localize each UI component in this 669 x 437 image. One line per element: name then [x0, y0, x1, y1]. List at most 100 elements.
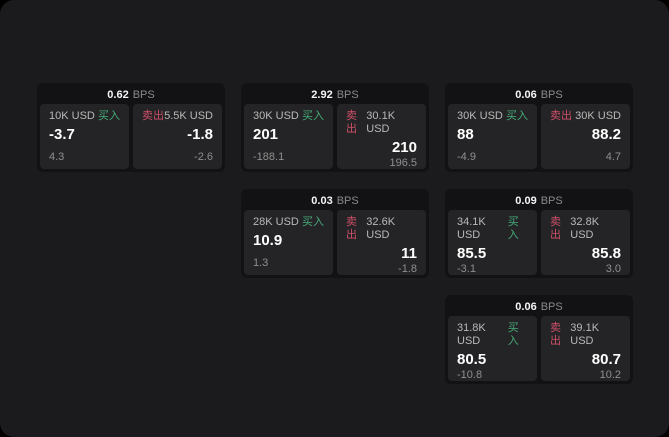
sell-size: 30.1K USD	[366, 110, 396, 135]
spread-value: 0.09	[515, 195, 537, 207]
sell-change: 4.7	[605, 151, 621, 163]
spread-unit: BPS	[540, 195, 563, 207]
sell-size: 39.1K USD	[570, 322, 600, 347]
sell-change: -2.6	[194, 151, 213, 163]
spread-unit: BPS	[132, 89, 155, 101]
buy-tile-top: 34.1K USD 买入	[457, 216, 528, 242]
spread-unit: BPS	[540, 89, 563, 101]
buy-change: 1.3	[253, 257, 269, 269]
sell-size: 32.8K USD	[570, 216, 600, 241]
spread-value: 2.92	[311, 89, 333, 101]
sell-change: 10.2	[599, 369, 621, 381]
buy-price: 80.5	[457, 351, 487, 368]
buy-side-label: 买入	[507, 216, 519, 241]
sell-side-label: 卖出	[550, 216, 561, 241]
buy-tile[interactable]: 30K USD 买入 88 -4.9	[448, 104, 537, 169]
buy-tile[interactable]: 28K USD 买入 10.9 1.3	[244, 210, 333, 275]
sell-tile-top: 卖出 5.5K USD	[142, 110, 213, 123]
sell-tile[interactable]: 卖出 5.5K USD -1.8 -2.6	[133, 104, 222, 169]
quote-body: 28K USD 买入 10.9 1.3 卖出 32.6K USD 11 -1.8	[244, 210, 426, 275]
sell-tile[interactable]: 卖出 32.8K USD 85.8 3.0	[541, 210, 630, 275]
spread-header: 0.06 BPS	[448, 298, 630, 316]
buy-change: -10.8	[457, 369, 483, 381]
buy-price: 201	[253, 126, 279, 143]
quote-card: 0.06 BPS 30K USD 买入 88 -4.9 卖出 30K USD	[445, 83, 633, 172]
buy-change: -3.1	[457, 263, 476, 275]
sell-tile-top: 卖出 32.6K USD	[346, 216, 417, 242]
buy-size: 28K USD	[253, 216, 299, 228]
buy-tile[interactable]: 31.8K USD 买入 80.5 -10.8	[448, 316, 537, 381]
spread-header: 2.92 BPS	[244, 86, 426, 104]
spread-unit: BPS	[336, 195, 359, 207]
sell-price: -1.8	[187, 126, 213, 143]
buy-size: 30K USD	[253, 110, 299, 122]
spread-header: 0.62 BPS	[40, 86, 222, 104]
sell-tile[interactable]: 卖出 39.1K USD 80.7 10.2	[541, 316, 630, 381]
buy-tile-top: 10K USD 买入	[49, 110, 120, 123]
spread-unit: BPS	[336, 89, 359, 101]
sell-tile-top: 卖出 30K USD	[550, 110, 621, 123]
buy-price: 88	[457, 126, 474, 143]
buy-tile-top: 31.8K USD 买入	[457, 322, 528, 348]
buy-size: 30K USD	[457, 110, 503, 122]
buy-change: -188.1	[253, 151, 285, 163]
quote-body: 30K USD 买入 201 -188.1 卖出 30.1K USD 210 1…	[244, 104, 426, 169]
buy-tile-top: 28K USD 买入	[253, 216, 324, 229]
spread-value: 0.06	[515, 301, 537, 313]
sell-size: 5.5K USD	[164, 110, 213, 122]
quote-board: 0.62 BPS 10K USD 买入 -3.7 4.3 卖出 5.5K USD	[37, 83, 633, 384]
quote-body: 10K USD 买入 -3.7 4.3 卖出 5.5K USD -1.8 -2.…	[40, 104, 222, 169]
quote-body: 31.8K USD 买入 80.5 -10.8 卖出 39.1K USD 80.…	[448, 316, 630, 381]
buy-tile-top: 30K USD 买入	[457, 110, 528, 123]
sell-size: 30K USD	[575, 110, 621, 122]
sell-change: 196.5	[389, 157, 417, 169]
sell-tile[interactable]: 卖出 32.6K USD 11 -1.8	[337, 210, 426, 275]
buy-tile[interactable]: 10K USD 买入 -3.7 4.3	[40, 104, 129, 169]
quote-card: 0.62 BPS 10K USD 买入 -3.7 4.3 卖出 5.5K USD	[37, 83, 225, 172]
buy-price: -3.7	[49, 126, 75, 143]
buy-side-label: 买入	[507, 322, 519, 347]
sell-tile-top: 卖出 30.1K USD	[346, 110, 417, 136]
sell-size: 32.6K USD	[366, 216, 396, 241]
buy-size: 31.8K USD	[457, 322, 486, 347]
sell-side-label: 卖出	[346, 216, 357, 241]
sell-tile-top: 卖出 39.1K USD	[550, 322, 621, 348]
buy-side-label: 买入	[302, 216, 324, 228]
spread-header: 0.09 BPS	[448, 192, 630, 210]
sell-side-label: 卖出	[550, 322, 561, 347]
spread-value: 0.06	[515, 89, 537, 101]
sell-price: 88.2	[591, 126, 621, 143]
sell-change: -1.8	[398, 263, 417, 275]
sell-tile[interactable]: 卖出 30K USD 88.2 4.7	[541, 104, 630, 169]
buy-side-label: 买入	[506, 110, 528, 122]
sell-tile-top: 卖出 32.8K USD	[550, 216, 621, 242]
spread-header: 0.03 BPS	[244, 192, 426, 210]
sell-tile[interactable]: 卖出 30.1K USD 210 196.5	[337, 104, 426, 169]
sell-change: 3.0	[605, 263, 621, 275]
sell-price: 210	[391, 139, 417, 156]
buy-change: -4.9	[457, 151, 476, 163]
quote-body: 34.1K USD 买入 85.5 -3.1 卖出 32.8K USD 85.8…	[448, 210, 630, 275]
buy-tile[interactable]: 34.1K USD 买入 85.5 -3.1	[448, 210, 537, 275]
buy-side-label: 买入	[302, 110, 324, 122]
sell-price: 80.7	[591, 351, 621, 368]
buy-price: 10.9	[253, 232, 283, 249]
quote-card: 2.92 BPS 30K USD 买入 201 -188.1 卖出 30.1K …	[241, 83, 429, 172]
sell-price: 85.8	[591, 245, 621, 262]
quote-card: 0.06 BPS 31.8K USD 买入 80.5 -10.8 卖出 39.1…	[445, 295, 633, 384]
sell-side-label: 卖出	[550, 110, 572, 122]
buy-tile[interactable]: 30K USD 买入 201 -188.1	[244, 104, 333, 169]
spread-header: 0.06 BPS	[448, 86, 630, 104]
quote-body: 30K USD 买入 88 -4.9 卖出 30K USD 88.2 4.7	[448, 104, 630, 169]
quote-card: 0.09 BPS 34.1K USD 买入 85.5 -3.1 卖出 32.8K…	[445, 189, 633, 278]
buy-price: 85.5	[457, 245, 487, 262]
sell-side-label: 卖出	[142, 110, 164, 122]
buy-tile-top: 30K USD 买入	[253, 110, 324, 123]
quote-card: 0.03 BPS 28K USD 买入 10.9 1.3 卖出 32.6K US…	[241, 189, 429, 278]
spread-value: 0.62	[107, 89, 129, 101]
buy-side-label: 买入	[98, 110, 120, 122]
buy-size: 10K USD	[49, 110, 95, 122]
sell-price: 11	[401, 245, 417, 262]
sell-side-label: 卖出	[346, 110, 357, 135]
buy-change: 4.3	[49, 151, 65, 163]
